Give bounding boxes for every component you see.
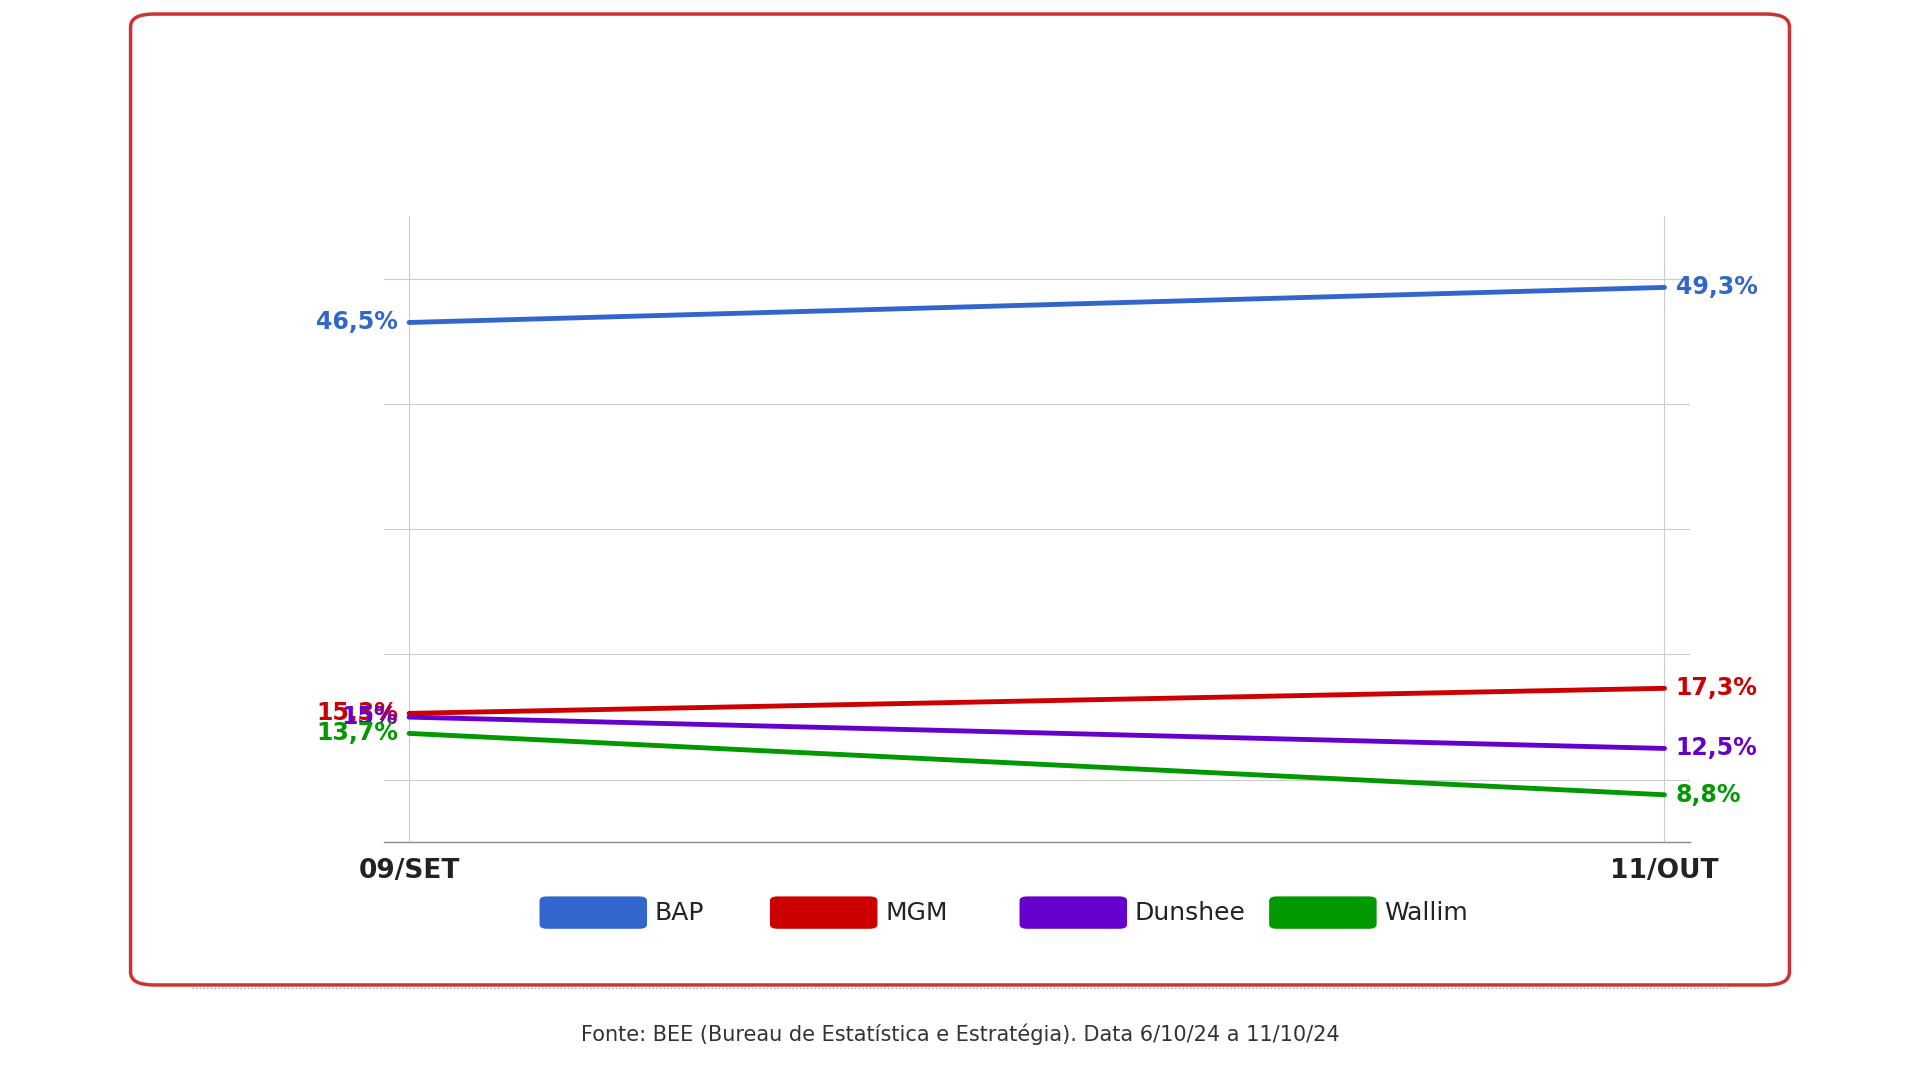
- Text: 46,5%: 46,5%: [317, 310, 397, 335]
- Text: 17,3%: 17,3%: [1676, 676, 1757, 700]
- Text: INTENÇÃO DE VOTO: INTENÇÃO DE VOTO: [273, 59, 735, 108]
- Text: 49,3%: 49,3%: [1676, 275, 1757, 299]
- Text: Dunshee: Dunshee: [1135, 901, 1246, 924]
- Text: Fonte: BEE (Bureau de Estatística e Estratégia). Data 6/10/24 a 11/10/24: Fonte: BEE (Bureau de Estatística e Estr…: [580, 1024, 1340, 1045]
- Text: 15,3%: 15,3%: [317, 701, 397, 726]
- Text: 13,7%: 13,7%: [317, 721, 397, 745]
- Text: MGM: MGM: [885, 901, 948, 924]
- Text: 15%: 15%: [342, 705, 397, 729]
- Text: Wallim: Wallim: [1384, 901, 1469, 924]
- Text: BAP: BAP: [655, 901, 705, 924]
- Text: 12,5%: 12,5%: [1676, 737, 1757, 760]
- Text: 8,8%: 8,8%: [1676, 783, 1741, 807]
